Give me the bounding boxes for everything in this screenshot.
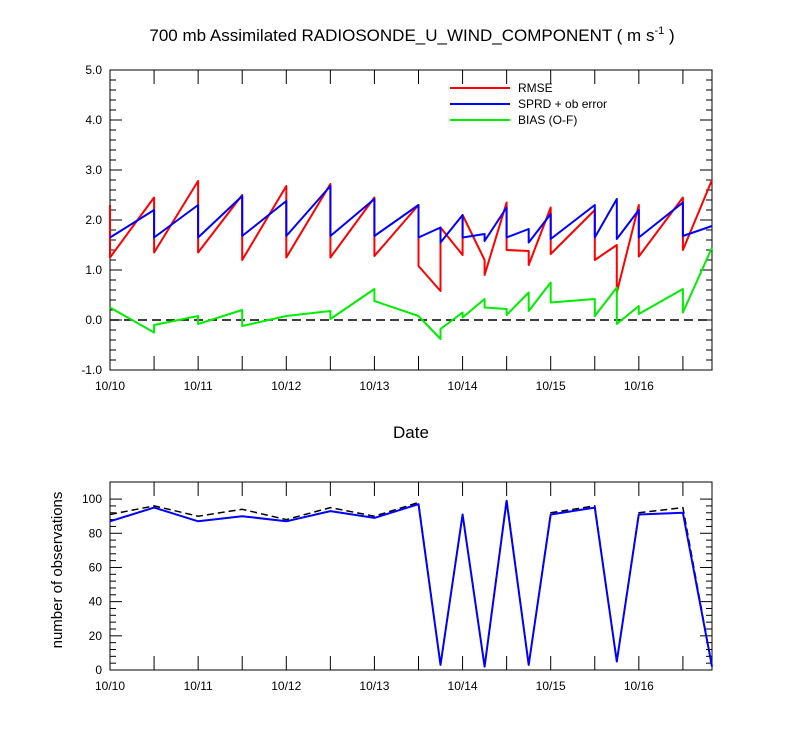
bottom-xtick-label: 10/13 — [359, 679, 389, 693]
bottom-xtick-label: 10/10 — [95, 679, 125, 693]
bottom-xtick-label: 10/15 — [536, 679, 566, 693]
top-ytick-label: 0.0 — [85, 313, 102, 327]
obs-line-used — [109, 499, 713, 668]
chart-title-exponent: -1 — [654, 25, 664, 37]
top-xtick-label: 10/14 — [448, 379, 478, 393]
bottom-ytick-label: 40 — [89, 595, 103, 609]
bottom-xtick-label: 10/16 — [624, 679, 654, 693]
bottom-ytick-label: 60 — [89, 560, 103, 574]
top-xtick-label: 10/13 — [359, 379, 389, 393]
top-xtick-label: 10/10 — [95, 379, 125, 393]
legend-label: RMSE — [518, 81, 553, 95]
bottom-xtick-label: 10/11 — [184, 679, 213, 693]
top-ytick-label: 2.0 — [85, 213, 102, 227]
bottom-xtick-label: 10/14 — [448, 679, 478, 693]
top-ytick-label: 1.0 — [85, 263, 102, 277]
legend-label: SPRD + ob error — [518, 97, 607, 111]
top-ytick-label: 3.0 — [85, 163, 102, 177]
bottom-ytick-label: 20 — [89, 629, 103, 643]
top-ytick-label: -1.0 — [81, 363, 102, 377]
top-plot-frame — [109, 69, 713, 371]
top-chart: -1.0 0.0 1.0 2.0 3.0 4.0 5.0 10/10 10/11 10/12 10/… — [81, 63, 713, 442]
chart-title-tail: ) — [664, 26, 674, 45]
y-axis-label: number of observations — [49, 492, 66, 649]
bottom-ytick-label: 0 — [95, 663, 102, 677]
top-xtick-label: 10/15 — [536, 379, 566, 393]
x-axis-label: Date — [393, 423, 429, 442]
top-xtick-label: 10/12 — [271, 379, 301, 393]
bottom-ytick-label: 80 — [89, 526, 103, 540]
chart-title-main: 700 mb Assimilated RADIOSONDE_U_WIND_COM… — [149, 26, 654, 45]
obs-line-possible — [109, 498, 713, 668]
top-ytick-label: 5.0 — [85, 63, 102, 77]
top-xtick-label: 10/16 — [624, 379, 654, 393]
top-ytick-label: 4.0 — [85, 113, 102, 127]
top-xtick-label: 10/11 — [184, 379, 213, 393]
legend: RMSE SPRD + ob error BIAS (O-F) — [450, 81, 607, 127]
bottom-chart: 0 20 40 60 80 100 10/10 10/11 10/12 10/13 10/14 10/… — [49, 481, 713, 693]
bottom-xtick-label: 10/12 — [271, 679, 301, 693]
series-line-sprd-ob-error — [109, 185, 713, 244]
bottom-ytick-label: 100 — [82, 492, 102, 506]
series-line-rmse — [109, 179, 713, 294]
series-line-bias-o-f — [109, 247, 713, 340]
chart-title: 700 mb Assimilated RADIOSONDE_U_WIND_COM… — [149, 25, 674, 45]
bottom-plot-frame — [109, 481, 713, 671]
legend-label: BIAS (O-F) — [518, 113, 577, 127]
